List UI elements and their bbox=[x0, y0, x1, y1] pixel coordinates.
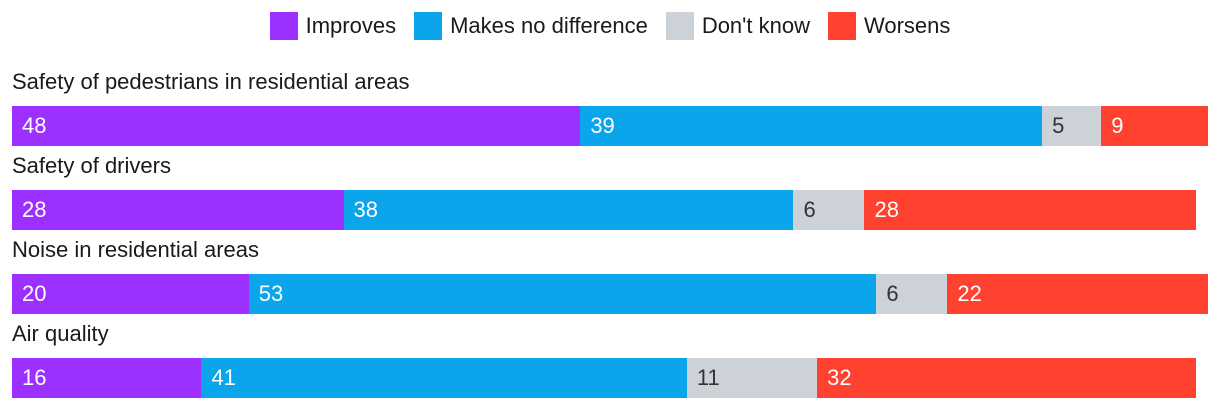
data-label: 41 bbox=[211, 365, 236, 390]
data-label: 11 bbox=[696, 365, 720, 390]
stacked-bar: 48 39 5 9 bbox=[12, 106, 1208, 146]
legend-swatch bbox=[665, 12, 694, 40]
data-label: 38 bbox=[353, 197, 378, 222]
data-label: 39 bbox=[590, 113, 615, 138]
data-label: 48 bbox=[22, 113, 47, 138]
data-label: 9 bbox=[1111, 113, 1124, 138]
bar-segment: 6 bbox=[876, 274, 948, 314]
bar-row: Safety of drivers 28 38 6 28 bbox=[12, 152, 1210, 236]
legend-item: Improves bbox=[269, 12, 397, 40]
category-label: Air quality bbox=[12, 321, 109, 346]
data-label: 32 bbox=[827, 365, 852, 390]
category-label: Safety of drivers bbox=[12, 153, 171, 178]
chart-rows: Safety of pedestrians in residential are… bbox=[12, 68, 1210, 404]
bar-segment: 28 bbox=[12, 190, 344, 230]
data-label: 5 bbox=[1052, 113, 1065, 138]
bar-segment: 11 bbox=[686, 358, 818, 398]
bar-segment: 5 bbox=[1042, 106, 1102, 146]
bar-segment: 9 bbox=[1101, 106, 1208, 146]
data-label: 6 bbox=[803, 197, 816, 222]
data-label: 28 bbox=[22, 197, 47, 222]
data-label: 16 bbox=[22, 365, 47, 390]
bar-segment: 20 bbox=[12, 274, 249, 314]
stacked-bar: 20 53 6 22 bbox=[12, 274, 1208, 314]
data-label: 22 bbox=[957, 281, 982, 306]
bar-row: Noise in residential areas 20 53 6 22 bbox=[12, 236, 1210, 320]
legend-swatch bbox=[827, 12, 856, 40]
stacked-bar: 28 38 6 28 bbox=[12, 190, 1196, 230]
bar-segment: 28 bbox=[864, 190, 1196, 230]
data-label: 6 bbox=[886, 281, 899, 306]
category-label: Safety of pedestrians in residential are… bbox=[12, 69, 410, 94]
legend-item: Don't know bbox=[665, 12, 810, 40]
data-label: 20 bbox=[22, 281, 47, 306]
legend-label: Improves bbox=[305, 13, 397, 38]
bar-row: Safety of pedestrians in residential are… bbox=[12, 68, 1210, 152]
bar-segment: 32 bbox=[817, 358, 1196, 398]
legend: Improves Makes no difference Don't know Wor… bbox=[0, 8, 1220, 44]
legend-item: Worsens bbox=[827, 12, 951, 40]
legend-label: Makes no difference bbox=[450, 13, 648, 38]
legend-label: Worsens bbox=[863, 13, 951, 38]
bar-segment: 48 bbox=[12, 106, 581, 146]
data-label: 53 bbox=[258, 281, 284, 306]
legend-label: Don't know bbox=[701, 13, 810, 38]
data-label: 28 bbox=[874, 197, 899, 222]
category-label: Noise in residential areas bbox=[12, 237, 260, 262]
bar-segment: 41 bbox=[201, 358, 687, 398]
legend-item: Makes no difference bbox=[414, 12, 648, 40]
bar-segment: 39 bbox=[580, 106, 1043, 146]
bar-row: Air quality 16 41 11 32 bbox=[12, 320, 1210, 404]
legend-swatch bbox=[414, 12, 443, 40]
legend-swatch bbox=[269, 12, 298, 40]
bar-segment: 6 bbox=[793, 190, 865, 230]
bar-segment: 38 bbox=[343, 190, 794, 230]
bar-segment: 53 bbox=[248, 274, 877, 314]
bar-segment: 16 bbox=[12, 358, 202, 398]
bar-segment: 22 bbox=[947, 274, 1208, 314]
stacked-bar: 16 41 11 32 bbox=[12, 358, 1196, 398]
